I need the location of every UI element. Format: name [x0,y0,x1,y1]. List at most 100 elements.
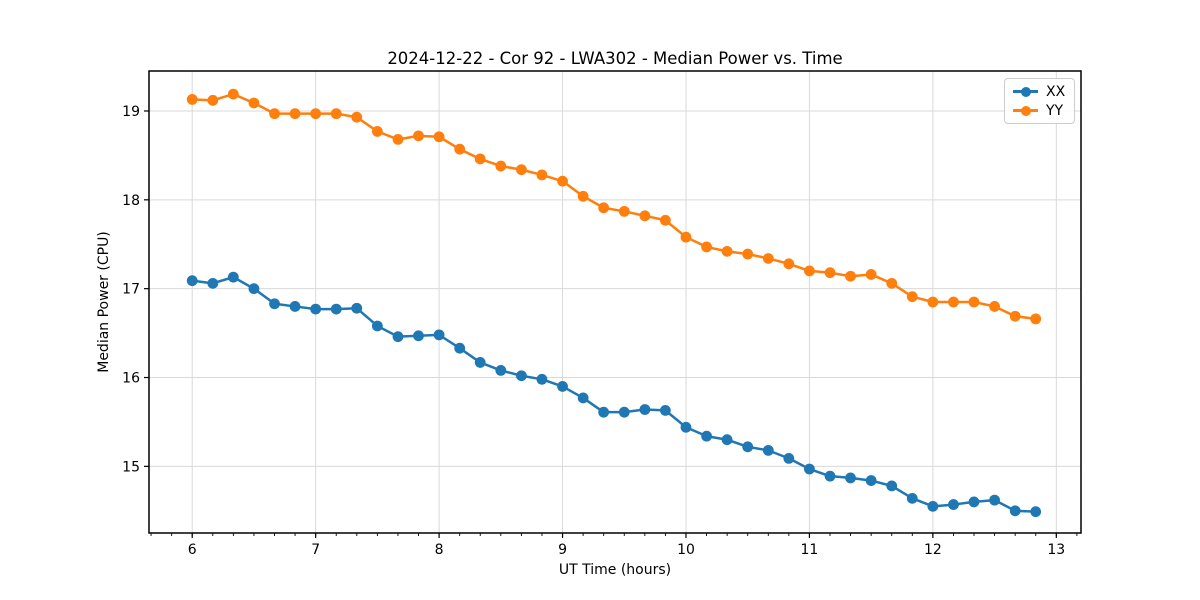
legend-line-sample-xx [1013,86,1038,97]
data-point-yy [248,97,260,109]
legend-item-yy: YY [1013,103,1074,119]
data-point-yy [557,175,568,187]
data-point-yy [495,160,507,172]
data-point-yy [207,94,219,106]
data-point-xx [248,283,260,295]
data-point-xx [639,404,651,415]
data-point-yy [886,277,898,289]
data-point-xx [433,329,445,341]
data-point-yy [618,205,630,217]
data-point-xx [227,271,239,283]
series-line-yy [190,92,1037,321]
data-point-xx [186,275,198,287]
data-point-yy [516,164,527,176]
x-tick-label: 11 [801,542,819,558]
data-point-xx [618,406,630,418]
data-point-xx [742,441,754,453]
y-tick-label: 17 [122,282,140,298]
series-xx [186,271,1042,518]
legend-item-xx: XX [1013,84,1074,100]
data-point-yy [927,296,939,308]
data-point-xx [413,330,424,342]
series-layer [186,88,1042,518]
data-point-xx [454,342,466,354]
plot-border [148,70,1082,534]
data-point-yy [989,301,1000,312]
data-point-xx [762,444,774,456]
data-point-yy [680,231,692,243]
data-point-yy [371,126,383,137]
data-point-yy [968,296,980,308]
data-point-xx [783,452,795,464]
data-point-yy [824,267,836,279]
data-point-yy [804,265,815,277]
y-tick-label: 16 [122,371,140,387]
data-point-xx [371,320,383,332]
data-point-yy [351,111,363,123]
data-point-yy [906,291,918,303]
data-point-yy [783,258,795,270]
data-point-xx [804,463,815,475]
x-axis-label: UT Time (hours) [559,562,671,578]
data-point-yy [577,190,589,202]
x-tick-label: 6 [188,542,197,558]
data-point-xx [269,298,280,310]
grid-layer [149,71,1081,533]
x-tick-label: 9 [558,542,567,558]
data-point-yy [948,296,959,308]
data-point-yy [454,143,466,155]
data-point-yy [639,210,651,222]
data-point-yy [865,269,877,280]
data-point-xx [577,392,589,404]
legend-label-yy: YY [1046,102,1064,119]
data-point-xx [392,331,404,343]
legend-line-sample-yy [1013,105,1038,116]
data-point-xx [680,421,692,433]
data-point-xx [701,430,712,442]
data-point-xx [906,492,918,504]
data-point-xx [968,496,980,508]
data-point-yy [659,214,671,226]
data-point-yy [269,108,280,120]
data-point-yy [310,108,322,120]
data-point-xx [886,480,898,492]
legend-marker-xx [1020,86,1031,97]
legend-label-xx: XX [1046,83,1066,100]
axes-layer: 6 7 8 9 10 11 12 13 15 16 17 18 19 [122,70,1082,558]
y-tick-label: 18 [122,193,140,209]
data-point-yy [392,134,404,145]
data-point-yy [433,131,445,143]
data-point-yy [1009,310,1021,322]
y-tick-label: 15 [122,459,140,475]
data-point-yy [742,248,754,260]
data-point-xx [495,365,507,376]
y-tick-label: 19 [122,104,140,120]
data-point-yy [762,253,774,264]
data-point-xx [516,370,527,382]
data-point-xx [351,302,363,314]
data-point-xx [536,373,548,385]
data-point-xx [207,277,219,289]
data-point-yy [845,270,856,282]
data-point-xx [598,406,610,418]
data-point-xx [1030,506,1042,518]
data-point-yy [536,169,548,181]
data-point-xx [721,434,733,446]
data-point-yy [413,130,424,142]
data-point-xx [474,357,486,368]
data-point-xx [948,499,959,510]
chart-title: 2024-12-22 - Cor 92 - LWA302 - Median Po… [387,49,842,68]
legend-marker-yy [1020,105,1031,116]
x-tick-label: 12 [924,542,942,558]
data-point-yy [721,245,733,257]
data-point-xx [989,494,1000,506]
data-point-yy [1030,313,1042,325]
legend: XX YY [1004,78,1075,124]
data-point-xx [659,404,671,416]
data-point-xx [1009,505,1021,517]
data-point-xx [310,303,322,315]
data-point-yy [474,153,486,165]
series-yy [186,88,1042,325]
data-point-xx [824,470,836,482]
